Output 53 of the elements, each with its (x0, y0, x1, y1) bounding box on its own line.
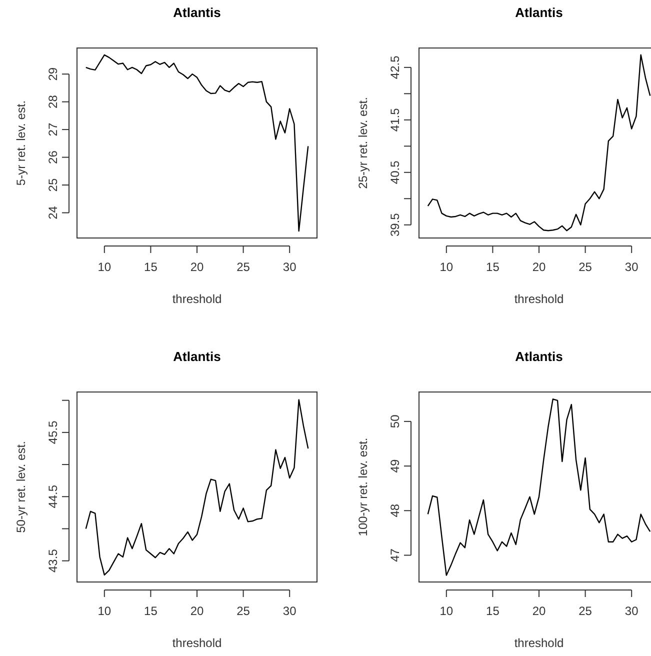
x-tick-label: 15 (486, 604, 500, 618)
chart-title: Atlantis (515, 5, 563, 20)
line-series (427, 398, 651, 576)
x-tick-label: 25 (236, 604, 250, 618)
y-tick-label: 45.5 (46, 420, 60, 444)
line-series (85, 399, 309, 576)
y-tick-label: 49 (388, 459, 402, 473)
y-tick-label: 26 (46, 150, 60, 164)
y-tick-label: 25 (46, 178, 60, 192)
x-tick-label: 10 (440, 604, 454, 618)
y-tick-label: 47 (388, 548, 402, 562)
x-tick-label: 30 (282, 260, 297, 274)
x-tick-label: 30 (624, 260, 639, 274)
y-tick-label: 39.5 (388, 212, 402, 237)
x-tick-label: 30 (624, 604, 639, 618)
x-tick-label: 25 (236, 260, 250, 274)
y-tick-label: 41.5 (388, 108, 402, 132)
x-tick-label: 15 (144, 260, 158, 274)
x-tick-label: 10 (98, 604, 112, 618)
line-series (427, 54, 651, 232)
x-tick-label: 25 (578, 604, 592, 618)
x-tick-label: 20 (532, 604, 546, 618)
x-tick-label: 20 (190, 260, 204, 274)
y-tick-label: 42.5 (388, 55, 402, 80)
x-tick-label: 10 (440, 260, 454, 274)
chart-title: Atlantis (515, 349, 563, 364)
y-axis-title: 5-yr ret. lev. est. (14, 100, 28, 186)
x-tick-label: 20 (190, 604, 204, 618)
y-axis-title: 50-yr ret. lev. est. (14, 441, 28, 533)
x-axis-title: threshold (172, 292, 222, 306)
chart-title: Atlantis (173, 349, 221, 364)
x-axis-title: threshold (172, 636, 222, 650)
x-tick-label: 25 (578, 260, 592, 274)
y-tick-label: 50 (388, 414, 402, 428)
x-axis-title: threshold (514, 292, 564, 306)
x-tick-label: 10 (98, 260, 112, 274)
y-tick-label: 29 (46, 67, 60, 81)
x-tick-label: 30 (282, 604, 297, 618)
x-tick-label: 15 (486, 260, 500, 274)
chart-title: Atlantis (173, 5, 221, 20)
y-tick-label: 44.5 (46, 484, 60, 508)
y-tick-label: 27 (46, 122, 60, 136)
x-tick-label: 15 (144, 604, 158, 618)
y-tick-label: 48 (388, 504, 402, 518)
x-tick-label: 20 (532, 260, 546, 274)
x-axis-title: threshold (514, 636, 564, 650)
y-tick-label: 40.5 (388, 160, 402, 184)
y-tick-label: 43.5 (46, 548, 60, 572)
y-axis-title: 100-yr ret. lev. est. (356, 438, 370, 536)
y-tick-label: 28 (46, 94, 60, 108)
y-axis-title: 25-yr ret. lev. est. (356, 97, 370, 189)
y-tick-label: 24 (46, 206, 60, 220)
line-series (85, 54, 309, 232)
